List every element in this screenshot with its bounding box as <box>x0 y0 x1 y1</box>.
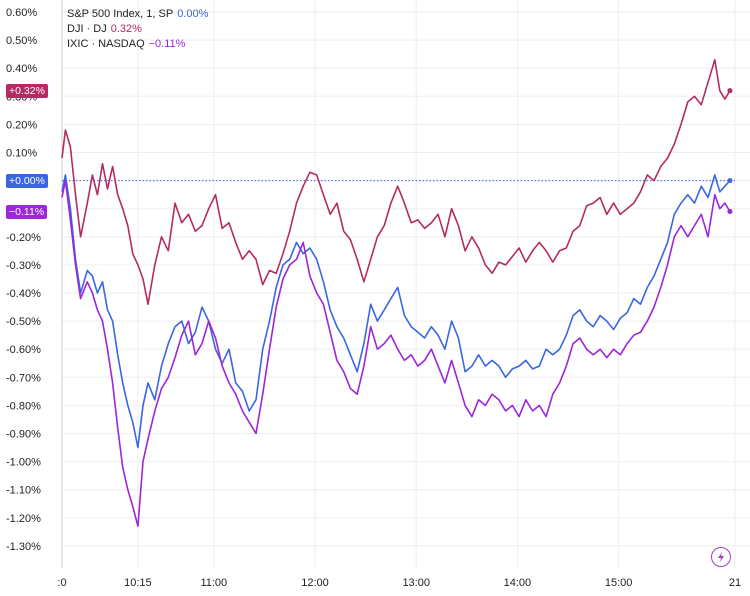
legend-value: −0.11% <box>148 38 186 50</box>
y-tick-label: -1.10% <box>6 485 41 497</box>
y-tick-label: -0.50% <box>6 316 41 328</box>
legend-item-spx[interactable]: S&P 500 Index, 1, SP 0.00% <box>67 7 208 22</box>
x-tick-label: 12:00 <box>301 577 329 589</box>
y-tick-label: -1.30% <box>6 541 41 553</box>
y-tick-label: 0.20% <box>6 119 37 131</box>
grid <box>61 0 750 568</box>
series-endpoint-2 <box>727 209 733 215</box>
price-tag-dji: +0.32% <box>6 83 48 98</box>
series-line-1[interactable] <box>61 174 731 449</box>
y-tick-label: 0.50% <box>6 35 37 47</box>
y-tick-label: -0.80% <box>6 400 41 412</box>
x-tick-label: 15:00 <box>605 577 633 589</box>
y-tick-label: 0.10% <box>6 148 37 160</box>
legend-item-dji[interactable]: DJI · DJ 0.32% <box>67 22 208 37</box>
series-line-0[interactable] <box>61 58 731 306</box>
x-tick-label: 21 <box>729 577 741 589</box>
price-tag-ixic: −0.11% <box>6 204 48 219</box>
y-tick-label: 0.60% <box>6 7 37 19</box>
series-line-2[interactable] <box>61 179 731 528</box>
y-tick-label: -0.30% <box>6 260 41 272</box>
y-tick-label: -1.20% <box>6 513 41 525</box>
x-axis-ticks: :0 10:15 11:00 12:00 13:00 14:00 15:00 21 <box>57 577 741 589</box>
legend: S&P 500 Index, 1, SP 0.00% DJI · DJ 0.32% … <box>67 7 208 52</box>
lightning-bolt-glyph <box>718 552 724 562</box>
legend-item-ixic[interactable]: IXIC · NASDAQ −0.11% <box>67 37 208 52</box>
y-tick-label: -0.20% <box>6 232 41 244</box>
y-tick-label: -0.40% <box>6 288 41 300</box>
legend-label: S&P 500 Index, 1, SP <box>67 8 174 20</box>
lightning-bolt-icon[interactable] <box>711 547 731 567</box>
legend-value: 0.32% <box>110 23 142 35</box>
y-tick-label: -0.90% <box>6 429 41 441</box>
y-tick-label: -1.00% <box>6 457 41 469</box>
x-tick-label: 11:00 <box>200 577 227 589</box>
legend-label: IXIC · NASDAQ <box>67 38 145 50</box>
x-tick-label: 14:00 <box>504 577 532 589</box>
y-tick-label: -0.60% <box>6 344 41 356</box>
series-endpoint-1 <box>727 178 733 184</box>
x-tick-label: 10:15 <box>124 577 152 589</box>
price-tag-spx: +0.00% <box>6 173 48 188</box>
y-tick-label: 0.40% <box>6 63 37 75</box>
legend-value: 0.00% <box>177 8 209 20</box>
series-endpoint-0 <box>727 88 733 94</box>
series-layer <box>61 58 733 528</box>
y-tick-label: -0.70% <box>6 372 41 384</box>
legend-label: DJI · DJ <box>67 23 107 35</box>
x-tick-label: :0 <box>57 577 66 589</box>
x-tick-label: 13:00 <box>402 577 430 589</box>
